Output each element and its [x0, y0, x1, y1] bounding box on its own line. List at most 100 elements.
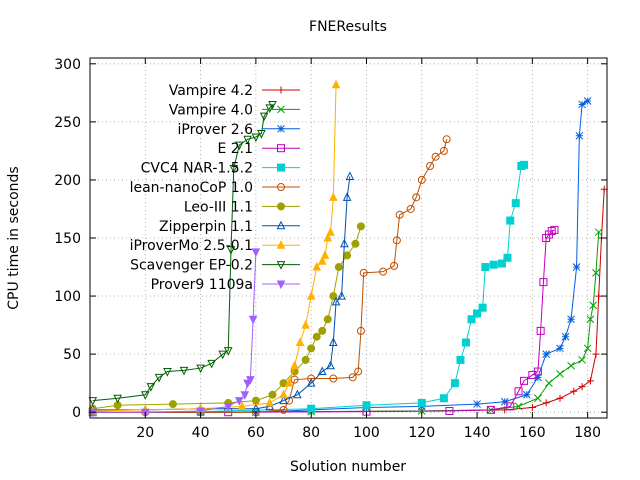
x-tick-label: 180 — [574, 425, 601, 441]
data-point — [196, 407, 205, 417]
data-point — [328, 192, 338, 201]
series-9 — [88, 79, 341, 415]
data-point — [445, 407, 454, 416]
chart-title: FNEResults — [309, 19, 387, 35]
data-point — [88, 397, 98, 406]
data-point — [520, 160, 529, 169]
x-tick-label: 40 — [192, 425, 210, 441]
data-point — [265, 397, 275, 407]
y-tick-label: 0 — [72, 405, 81, 421]
legend-entry: Prover9 1109a — [151, 277, 300, 293]
data-point — [312, 332, 321, 341]
data-point — [295, 337, 305, 347]
data-point — [323, 232, 333, 242]
data-point — [113, 394, 122, 404]
data-point — [390, 261, 399, 270]
legend: Vampire 4.2 Vampire 4.0 iProver 2.6 E 2.1 CV… — [130, 83, 300, 293]
data-point — [589, 301, 598, 310]
data-point — [467, 315, 476, 324]
series-line — [92, 100, 588, 413]
data-point — [229, 164, 239, 174]
data-point — [497, 259, 506, 268]
data-point — [317, 256, 327, 265]
data-point — [312, 261, 322, 271]
data-point — [556, 344, 564, 353]
data-point — [268, 390, 277, 399]
data-point — [334, 263, 343, 272]
data-point — [234, 397, 244, 406]
data-point — [417, 175, 426, 184]
data-point — [268, 100, 277, 110]
data-point — [342, 192, 352, 201]
data-point — [320, 250, 330, 259]
data-point — [533, 367, 542, 376]
data-point — [439, 146, 448, 155]
data-point — [279, 405, 288, 414]
data-point — [290, 360, 299, 370]
data-point — [528, 404, 536, 412]
data-point — [592, 350, 600, 358]
data-point — [276, 240, 286, 249]
x-tick-label: 100 — [353, 425, 380, 441]
data-point — [395, 210, 404, 219]
data-point — [301, 355, 310, 364]
data-point — [503, 253, 512, 262]
data-point — [276, 220, 286, 230]
data-point — [431, 152, 440, 161]
data-point — [290, 375, 299, 384]
data-point — [277, 202, 285, 211]
data-point — [246, 376, 255, 385]
data-point — [140, 391, 150, 400]
data-point — [572, 263, 581, 271]
x-tick-label: 80 — [302, 425, 320, 441]
data-point — [511, 199, 520, 208]
data-point — [307, 374, 316, 383]
data-point — [567, 361, 575, 370]
data-point — [243, 135, 252, 145]
data-point — [251, 396, 260, 405]
data-point — [406, 204, 415, 213]
data-point — [259, 112, 269, 122]
data-point — [450, 379, 459, 388]
data-point — [251, 403, 261, 413]
data-point — [426, 162, 435, 170]
data-point — [277, 105, 285, 114]
series-10 — [88, 100, 277, 406]
data-point — [234, 141, 244, 151]
data-point — [276, 280, 286, 290]
y-tick-label: 200 — [54, 173, 81, 189]
data-point — [379, 267, 388, 276]
data-point — [351, 239, 360, 248]
data-point — [522, 390, 531, 399]
data-point — [506, 402, 515, 411]
legend-entry: Leo-III 1.1 — [184, 199, 300, 215]
legend-label: lean-nanoCoP 1.0 — [130, 180, 253, 196]
data-point — [279, 389, 288, 399]
data-point — [556, 370, 564, 378]
y-tick-label: 250 — [54, 115, 81, 131]
data-point — [473, 309, 482, 318]
legend-entry: Zipperpin 1.1 — [159, 219, 300, 235]
data-point — [417, 398, 426, 407]
data-point — [534, 394, 542, 403]
legend-entry: Vampire 4.2 — [169, 83, 300, 99]
data-point — [328, 337, 338, 347]
data-point — [307, 344, 316, 353]
data-point — [473, 400, 481, 408]
data-point — [592, 268, 600, 277]
data-point — [329, 292, 338, 301]
data-point — [489, 260, 498, 269]
legend-label: E 2.1 — [217, 141, 253, 157]
data-point — [223, 347, 233, 356]
data-point — [277, 86, 285, 94]
data-point — [277, 183, 285, 191]
data-point — [251, 248, 261, 258]
data-point — [279, 395, 288, 405]
legend-label: Vampire 4.2 — [169, 83, 253, 99]
grid — [90, 58, 607, 418]
legend-label: CVC4 NAR-1.5.2 — [141, 161, 253, 177]
data-point — [356, 326, 365, 335]
data-point — [301, 319, 310, 329]
data-point — [307, 404, 316, 413]
